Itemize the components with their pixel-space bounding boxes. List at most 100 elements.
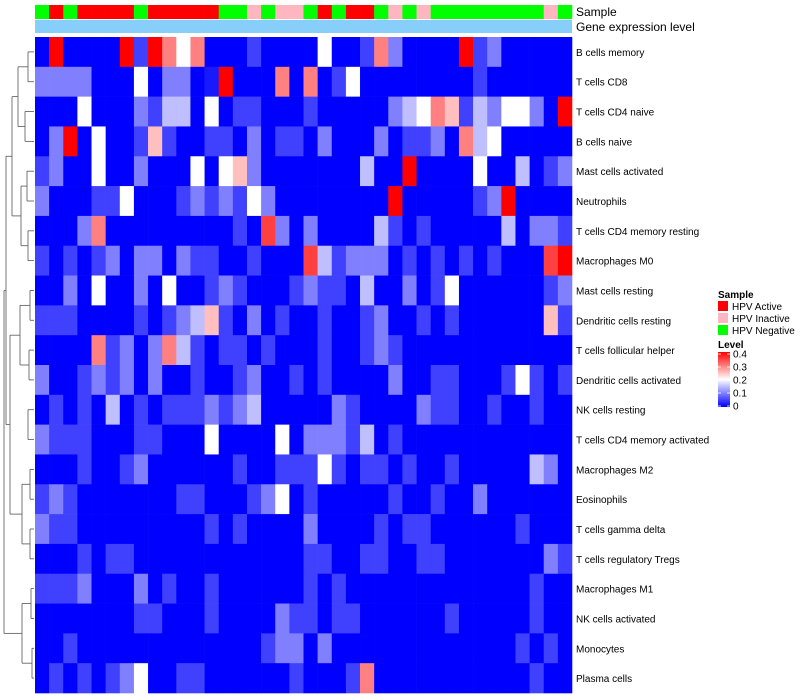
heatmap-cell (162, 215, 177, 247)
heatmap-cell (529, 663, 545, 694)
heatmap-cell (105, 96, 121, 127)
heatmap-cell (162, 245, 177, 276)
sample-annotation-cell (77, 5, 92, 19)
heatmap-cell (105, 126, 121, 157)
heatmap-cell (218, 365, 234, 396)
heatmap-cell (176, 454, 191, 485)
heatmap-cell (543, 156, 559, 187)
sample-legend-swatch (718, 325, 728, 335)
heatmap-cell (204, 156, 220, 187)
heatmap-cell (345, 543, 361, 575)
heatmap-cell (63, 573, 78, 604)
heatmap-cell (289, 245, 304, 276)
heatmap-cell (402, 365, 417, 396)
level-tick-label: 0.4 (733, 350, 747, 361)
heatmap-cell (317, 514, 333, 545)
heatmap-cell (345, 37, 361, 68)
heatmap-cell (473, 66, 488, 97)
heatmap-cell (388, 573, 403, 604)
heatmap-cell (204, 633, 220, 664)
heatmap-cell (190, 305, 205, 336)
heatmap-cell (261, 633, 276, 664)
heatmap-cell (77, 365, 92, 396)
heatmap-cell (473, 186, 488, 217)
heatmap-cell (218, 66, 234, 97)
heatmap-cell (317, 454, 333, 485)
heatmap-cell (49, 66, 64, 97)
heatmap-cell (133, 663, 149, 694)
heatmap-cell (501, 66, 516, 97)
heatmap-cell (77, 543, 92, 575)
heatmap-cell (444, 335, 460, 366)
heatmap-cell (289, 96, 304, 127)
heatmap-cell (388, 514, 403, 545)
gene-expression-annotation-bar (35, 20, 572, 33)
heatmap-cell (77, 275, 92, 306)
heatmap-cell (176, 37, 191, 68)
heatmap-cell (275, 454, 290, 485)
heatmap-cell (543, 394, 559, 425)
heatmap-cell (232, 335, 248, 366)
heatmap-cell (515, 186, 530, 217)
heatmap-cell (35, 424, 50, 455)
heatmap-cell (388, 186, 403, 217)
heatmap-cell (473, 514, 488, 545)
heatmap-cell (148, 186, 163, 217)
heatmap-cell (303, 484, 318, 515)
heatmap-cell (529, 484, 545, 515)
heatmap-cell (388, 394, 403, 425)
heatmap-cell (275, 394, 290, 425)
sample-annotation-cell (119, 5, 135, 19)
heatmap-cell (275, 275, 290, 306)
heatmap-cell (430, 186, 446, 217)
heatmap-cell (246, 275, 262, 306)
heatmap-cell (261, 186, 276, 217)
heatmap-cell (515, 305, 530, 336)
heatmap-cell (190, 514, 205, 545)
heatmap-cell (289, 126, 304, 157)
heatmap-cell (289, 633, 304, 664)
row-dendrogram (3, 51, 34, 679)
sample-annotation-cell (360, 5, 375, 19)
heatmap-cell (232, 245, 248, 276)
heatmap-cell (487, 603, 502, 634)
heatmap-cell (289, 215, 304, 247)
heatmap-cell (105, 394, 121, 425)
heatmap-cell (77, 37, 92, 68)
heatmap-cell (119, 484, 135, 515)
heatmap-cell (557, 454, 573, 485)
heatmap-cell (105, 245, 121, 276)
heatmap-cell (218, 96, 234, 127)
heatmap-cell (133, 365, 149, 396)
heatmap-cell (289, 37, 304, 68)
heatmap-cell (529, 394, 545, 425)
heatmap-cell (63, 215, 78, 247)
heatmap-cell (218, 156, 234, 187)
heatmap-cell (473, 275, 488, 306)
heatmap-cell (176, 543, 191, 575)
heatmap-cell (430, 156, 446, 187)
heatmap-cell (543, 454, 559, 485)
level-ticks: 0.4 0.3 0.2 0.1 0 (718, 350, 747, 413)
heatmap-cell (148, 335, 163, 366)
row-label: T cells CD4 memory activated (576, 436, 709, 447)
heatmap-cell (529, 37, 545, 68)
heatmap-cell (416, 305, 431, 336)
heatmap-cell (543, 633, 559, 664)
heatmap-cell (275, 215, 290, 247)
heatmap-cell (557, 126, 573, 157)
sample-annotation-cell (430, 5, 446, 19)
heatmap-cell (246, 66, 262, 97)
heatmap-cell (345, 126, 361, 157)
heatmap-cell (501, 573, 516, 604)
heatmap-cell (444, 573, 460, 604)
heatmap-cell (458, 96, 474, 127)
heatmap-cell (232, 424, 248, 455)
heatmap-cell (458, 394, 474, 425)
heatmap-cell (529, 424, 545, 455)
heatmap-cell (133, 66, 149, 97)
heatmap-cells (35, 37, 573, 694)
heatmap-cell (77, 603, 92, 634)
sample-annotation-cell (388, 5, 403, 19)
